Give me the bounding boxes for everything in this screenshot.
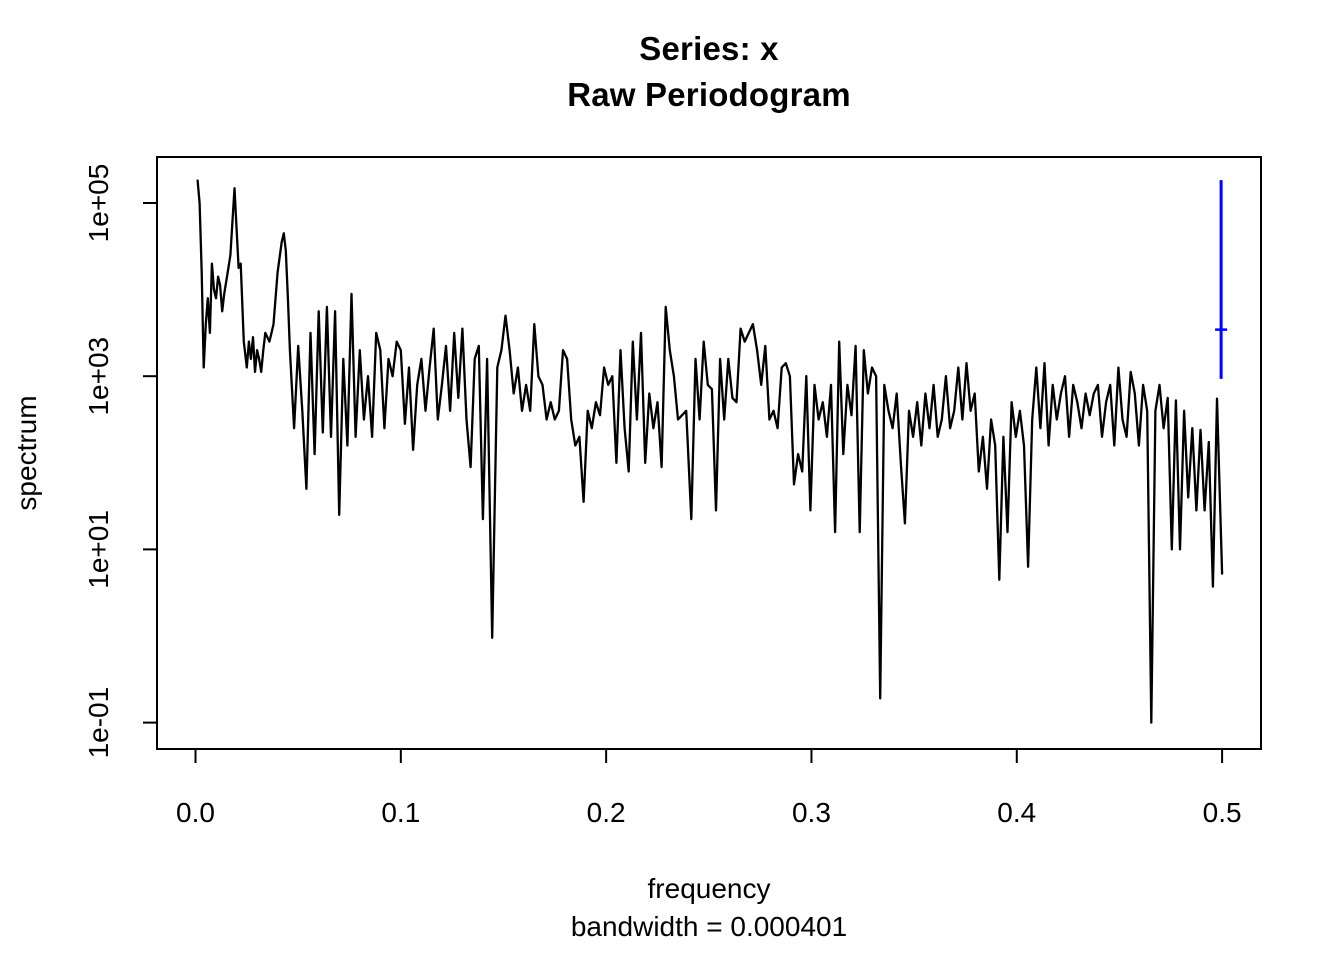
- x-tick-label: 0.5: [1203, 797, 1242, 828]
- x-tick-label: 0.3: [792, 797, 831, 828]
- x-tick-label: 0.1: [381, 797, 420, 828]
- x-axis-title: frequency: [648, 873, 771, 904]
- x-tick-label: 0.2: [587, 797, 626, 828]
- y-tick-label: 1e+05: [83, 164, 114, 243]
- x-tick-label: 0.0: [176, 797, 215, 828]
- y-tick-label: 1e+03: [83, 337, 114, 416]
- x-axis-ticks: 0.0 0.1 0.2 0.3 0.4 0.5: [176, 749, 1242, 828]
- plot-box: [156, 156, 1262, 750]
- plot-title-line2: Raw Periodogram: [567, 75, 851, 113]
- plot-title-line1: Series: x: [639, 30, 779, 67]
- y-axis-ticks: 1e+05 1e+03 1e+01 1e-01: [83, 164, 157, 759]
- x-tick-label: 0.4: [997, 797, 1036, 828]
- spectrum-line-series: [196, 179, 1224, 724]
- y-axis-title: spectrum: [11, 395, 42, 510]
- bandwidth-caption: bandwidth = 0.000401: [571, 911, 847, 942]
- plot-title: Series: x Raw Periodogram: [157, 26, 1261, 117]
- y-tick-label: 1e+01: [83, 510, 114, 589]
- y-tick-label: 1e-01: [83, 687, 114, 759]
- confidence-interval-bar: [1215, 180, 1228, 379]
